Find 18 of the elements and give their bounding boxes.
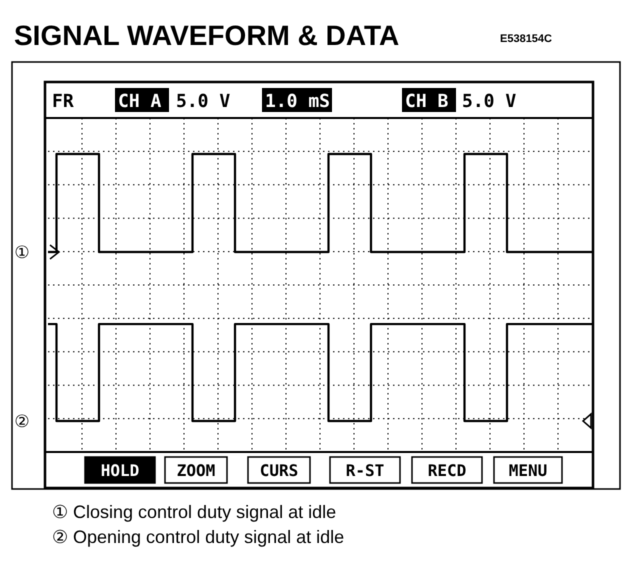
chart-subtitle: E538154C (500, 33, 552, 45)
text: ② Opening control duty signal at idle (52, 527, 344, 547)
text: RECD (428, 461, 466, 480)
text: CURS (260, 461, 298, 480)
chart-title: SIGNAL WAVEFORM & DATA (14, 20, 400, 51)
text: ZOOM (176, 461, 216, 480)
text: 5.0 V (462, 91, 516, 112)
text: R-ST (346, 461, 384, 480)
text: ① Closing control duty signal at idle (52, 502, 336, 522)
series-label: ② (14, 412, 30, 432)
legend-label: ① (14, 242, 30, 263)
text: CH B (405, 91, 449, 112)
text: HOLD (100, 461, 140, 480)
text: FR (52, 91, 74, 112)
text: CH A (118, 91, 162, 112)
text: MENU (508, 461, 548, 480)
text: 5.0 V (176, 91, 230, 112)
text: 1.0 mS (265, 91, 330, 112)
